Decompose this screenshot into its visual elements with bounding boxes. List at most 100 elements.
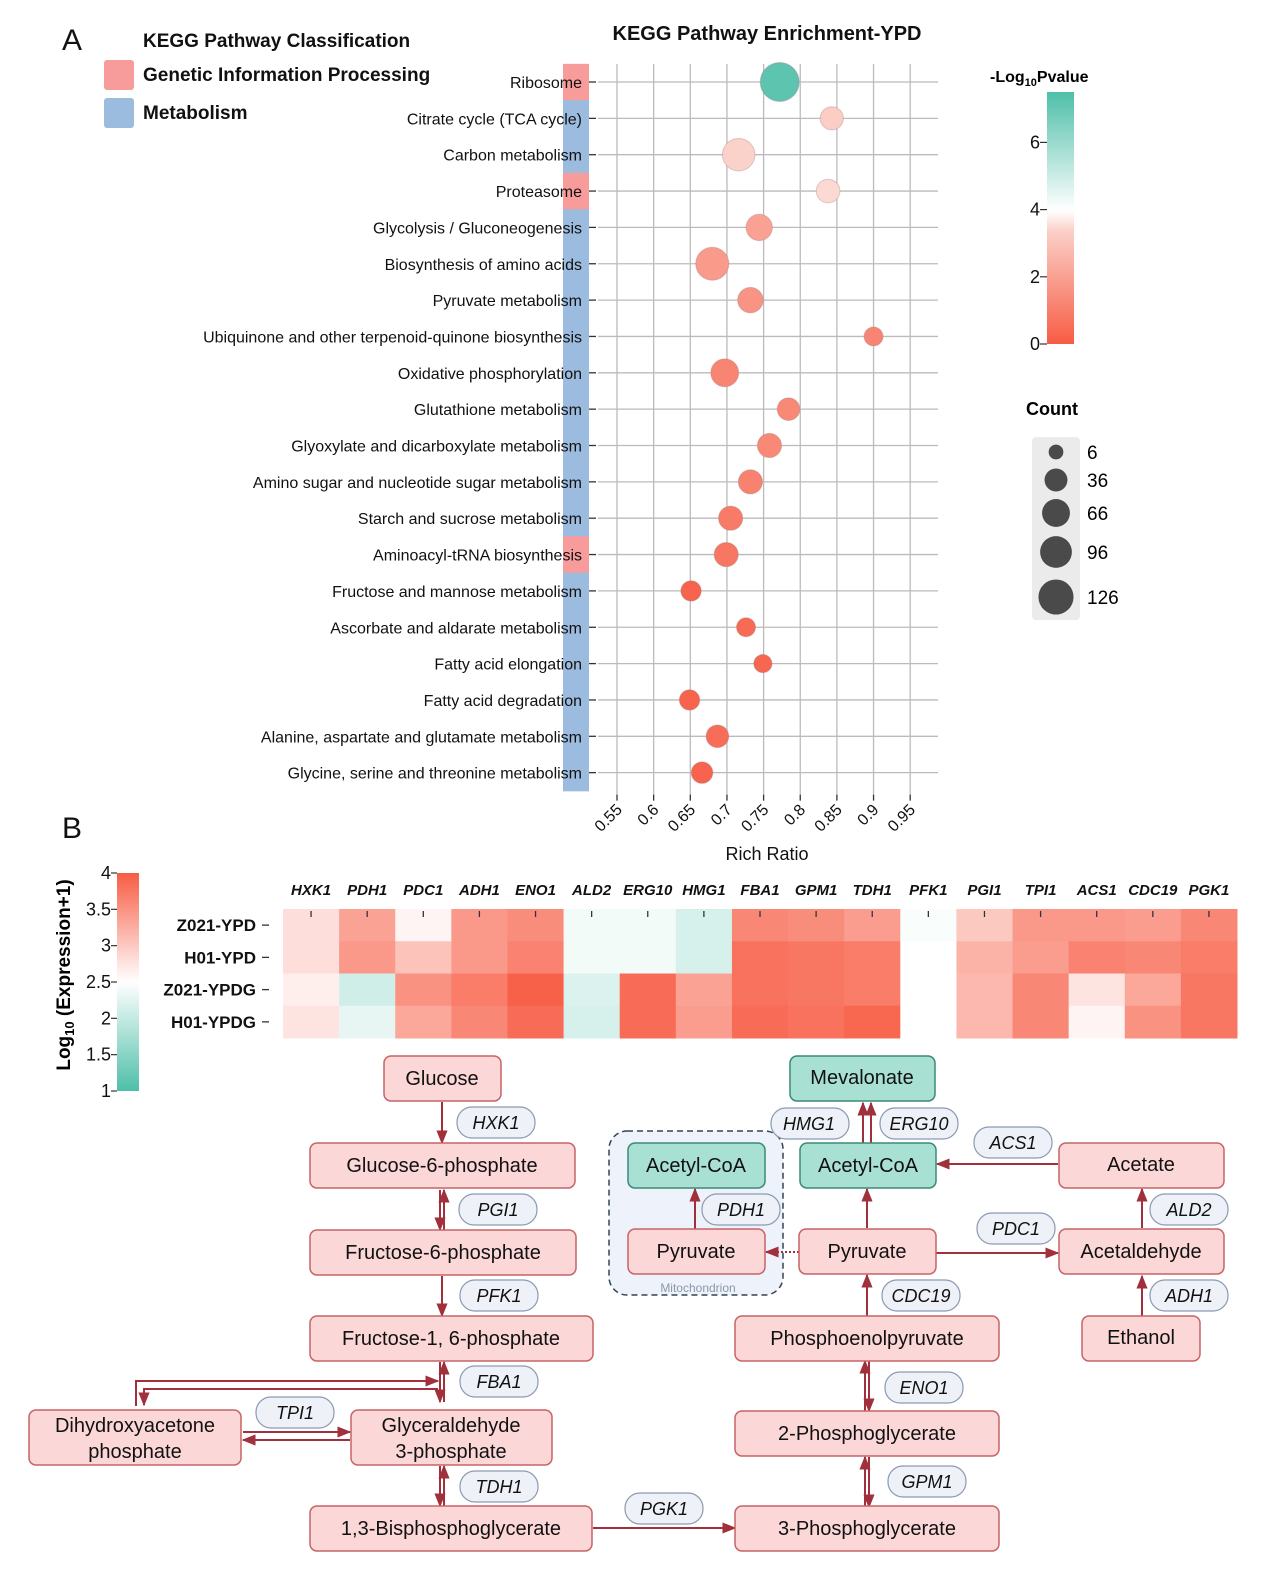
enzyme-gpm1: GPM1 bbox=[887, 1465, 967, 1498]
heatmap-cell bbox=[395, 973, 452, 1007]
svg-text:PFK1: PFK1 bbox=[476, 1286, 521, 1306]
svg-text:Pyruvate: Pyruvate bbox=[828, 1241, 907, 1263]
gene-label: FBA1 bbox=[740, 882, 779, 899]
node-glyceraldehyde-3-phosphate: Glyceraldehyde 3-phosphate bbox=[350, 1409, 553, 1466]
svg-text:ADH1: ADH1 bbox=[1164, 1286, 1213, 1306]
edge-dhap-f16p bbox=[135, 1375, 440, 1406]
gene-label: TDH1 bbox=[853, 882, 892, 899]
class-bar-segment bbox=[563, 136, 589, 174]
enrichment-x-axis-title: Rich Ratio bbox=[725, 844, 808, 864]
node-fructose-6-phosphate: Fructose-6-phosphate bbox=[309, 1229, 577, 1276]
gene-label: TPI1 bbox=[1025, 882, 1057, 899]
heatmap-cell bbox=[956, 941, 1014, 974]
bubble-point bbox=[753, 654, 773, 674]
node-acetaldehyde: Acetaldehyde bbox=[1058, 1228, 1225, 1275]
svg-text:PDH1: PDH1 bbox=[717, 1200, 765, 1220]
panel-label-b: B bbox=[62, 812, 82, 845]
classification-legend: KEGG Pathway Classification Genetic Info… bbox=[104, 31, 430, 128]
svg-text:PDC1: PDC1 bbox=[992, 1219, 1040, 1239]
bubble-point bbox=[713, 541, 739, 568]
heatmap-cell bbox=[619, 1005, 677, 1039]
pathway-label: Glyoxylate and dicarboxylate metabolism bbox=[291, 439, 582, 456]
x-tick-label: 0.95 bbox=[885, 801, 919, 835]
count-size-legend: Count 6 36 66 96 126 bbox=[1026, 399, 1119, 620]
class-bar-segment bbox=[563, 645, 589, 683]
heatmap-cell bbox=[1124, 973, 1182, 1007]
legend-swatch-metabolism bbox=[104, 98, 134, 128]
pathway-label: Citrate cycle (TCA cycle) bbox=[407, 111, 582, 128]
pvalue-color-legend: -Log10Pvalue 0 2 4 6 bbox=[990, 69, 1089, 354]
enzyme-fba1: FBA1 bbox=[459, 1365, 539, 1398]
node-acetyl-coa: Acetyl-CoA bbox=[799, 1142, 937, 1189]
svg-text:ERG10: ERG10 bbox=[889, 1114, 948, 1134]
pvalue-tick-label: 2 bbox=[1030, 267, 1040, 287]
node-mito-pyruvate: Pyruvate bbox=[627, 1228, 766, 1275]
heatmap-cell bbox=[339, 941, 396, 974]
bubble-point bbox=[718, 505, 744, 531]
svg-text:2-Phosphoglycerate: 2-Phosphoglycerate bbox=[778, 1423, 956, 1445]
bubble-point bbox=[756, 432, 783, 459]
enzyme-eno1: ENO1 bbox=[884, 1371, 964, 1404]
pathway-label: Oxidative phosphorylation bbox=[398, 366, 582, 383]
class-bar-segment bbox=[563, 100, 589, 138]
heatmap-cell bbox=[675, 1005, 733, 1039]
bubble-point bbox=[705, 724, 730, 749]
gene-label: ACS1 bbox=[1076, 882, 1117, 899]
pathway-label: Proteasome bbox=[496, 184, 582, 201]
svg-text:Acetaldehyde: Acetaldehyde bbox=[1080, 1241, 1201, 1263]
bubble-point bbox=[690, 761, 714, 784]
pvalue-tick-label: 0 bbox=[1030, 334, 1040, 354]
expression-tick-label: 3 bbox=[101, 936, 111, 956]
expression-colorbar-rect bbox=[117, 873, 139, 1091]
heatmap-gene-ticks bbox=[310, 911, 1210, 917]
pathway-label: Amino sugar and nucleotide sugar metabol… bbox=[253, 475, 582, 492]
heatmap-cell bbox=[1068, 1005, 1126, 1039]
class-bar-segment bbox=[563, 536, 589, 574]
heatmap-cell bbox=[283, 1005, 340, 1039]
svg-text:Ethanol: Ethanol bbox=[1107, 1327, 1175, 1349]
svg-text:GPM1: GPM1 bbox=[901, 1472, 952, 1492]
x-tick-label: 0.6 bbox=[635, 801, 663, 829]
bubble-point bbox=[680, 580, 702, 602]
enzyme-pdc1: PDC1 bbox=[976, 1212, 1056, 1245]
svg-text:1,3-Bisphosphoglycerate: 1,3-Bisphosphoglycerate bbox=[341, 1518, 561, 1540]
svg-text:Pyruvate: Pyruvate bbox=[657, 1241, 736, 1263]
count-legend-circle bbox=[1048, 444, 1064, 460]
enzyme-pgi1: PGI1 bbox=[458, 1193, 538, 1226]
enzyme-ald2: ALD2 bbox=[1149, 1193, 1229, 1226]
heatmap-cell bbox=[844, 941, 901, 974]
svg-text:TPI1: TPI1 bbox=[276, 1403, 314, 1423]
heatmap-sample-labels: Z021-YPD H01-YPD Z021-YPDG H01-YPDG bbox=[163, 916, 269, 1032]
legend-label-genetic: Genetic Information Processing bbox=[143, 65, 430, 86]
gene-label: ALD2 bbox=[571, 882, 612, 899]
heatmap-cell bbox=[283, 941, 340, 974]
pathway-label: Carbon metabolism bbox=[443, 148, 582, 165]
bubble-point bbox=[710, 358, 740, 388]
node-3-phosphoglycerate: 3-Phosphoglycerate bbox=[734, 1505, 1000, 1552]
class-bar-segment bbox=[563, 281, 589, 319]
legend-label-metabolism: Metabolism bbox=[143, 103, 248, 124]
pvalue-ticks: 0 2 4 6 bbox=[1030, 132, 1047, 354]
svg-text:Mevalonate: Mevalonate bbox=[810, 1067, 913, 1089]
svg-text:HXK1: HXK1 bbox=[472, 1113, 519, 1133]
bubble-point bbox=[737, 286, 764, 314]
x-tick-label: 0.65 bbox=[665, 801, 699, 835]
class-bar-segment bbox=[563, 718, 589, 755]
bubble-point bbox=[745, 213, 773, 242]
enrichment-points bbox=[678, 62, 884, 784]
svg-text:phosphate: phosphate bbox=[88, 1441, 181, 1463]
heatmap-cell bbox=[283, 973, 340, 1007]
heatmap-cell bbox=[1124, 1005, 1182, 1039]
count-legend-circle bbox=[1040, 536, 1072, 568]
heatmap-cell bbox=[956, 1005, 1014, 1039]
count-legend-items: 6 36 66 96 126 bbox=[1038, 443, 1119, 615]
heatmap-cell bbox=[731, 973, 789, 1007]
heatmap-cell bbox=[563, 973, 621, 1007]
heatmap-cell bbox=[1012, 973, 1070, 1007]
svg-text:Glucose: Glucose bbox=[405, 1068, 478, 1090]
heatmap-cell bbox=[1180, 941, 1238, 974]
svg-text:Acetyl-CoA: Acetyl-CoA bbox=[818, 1155, 919, 1177]
panel-label-a: A bbox=[62, 24, 82, 57]
pvalue-colorbar bbox=[1047, 92, 1074, 344]
gene-label: ERG10 bbox=[623, 882, 673, 899]
